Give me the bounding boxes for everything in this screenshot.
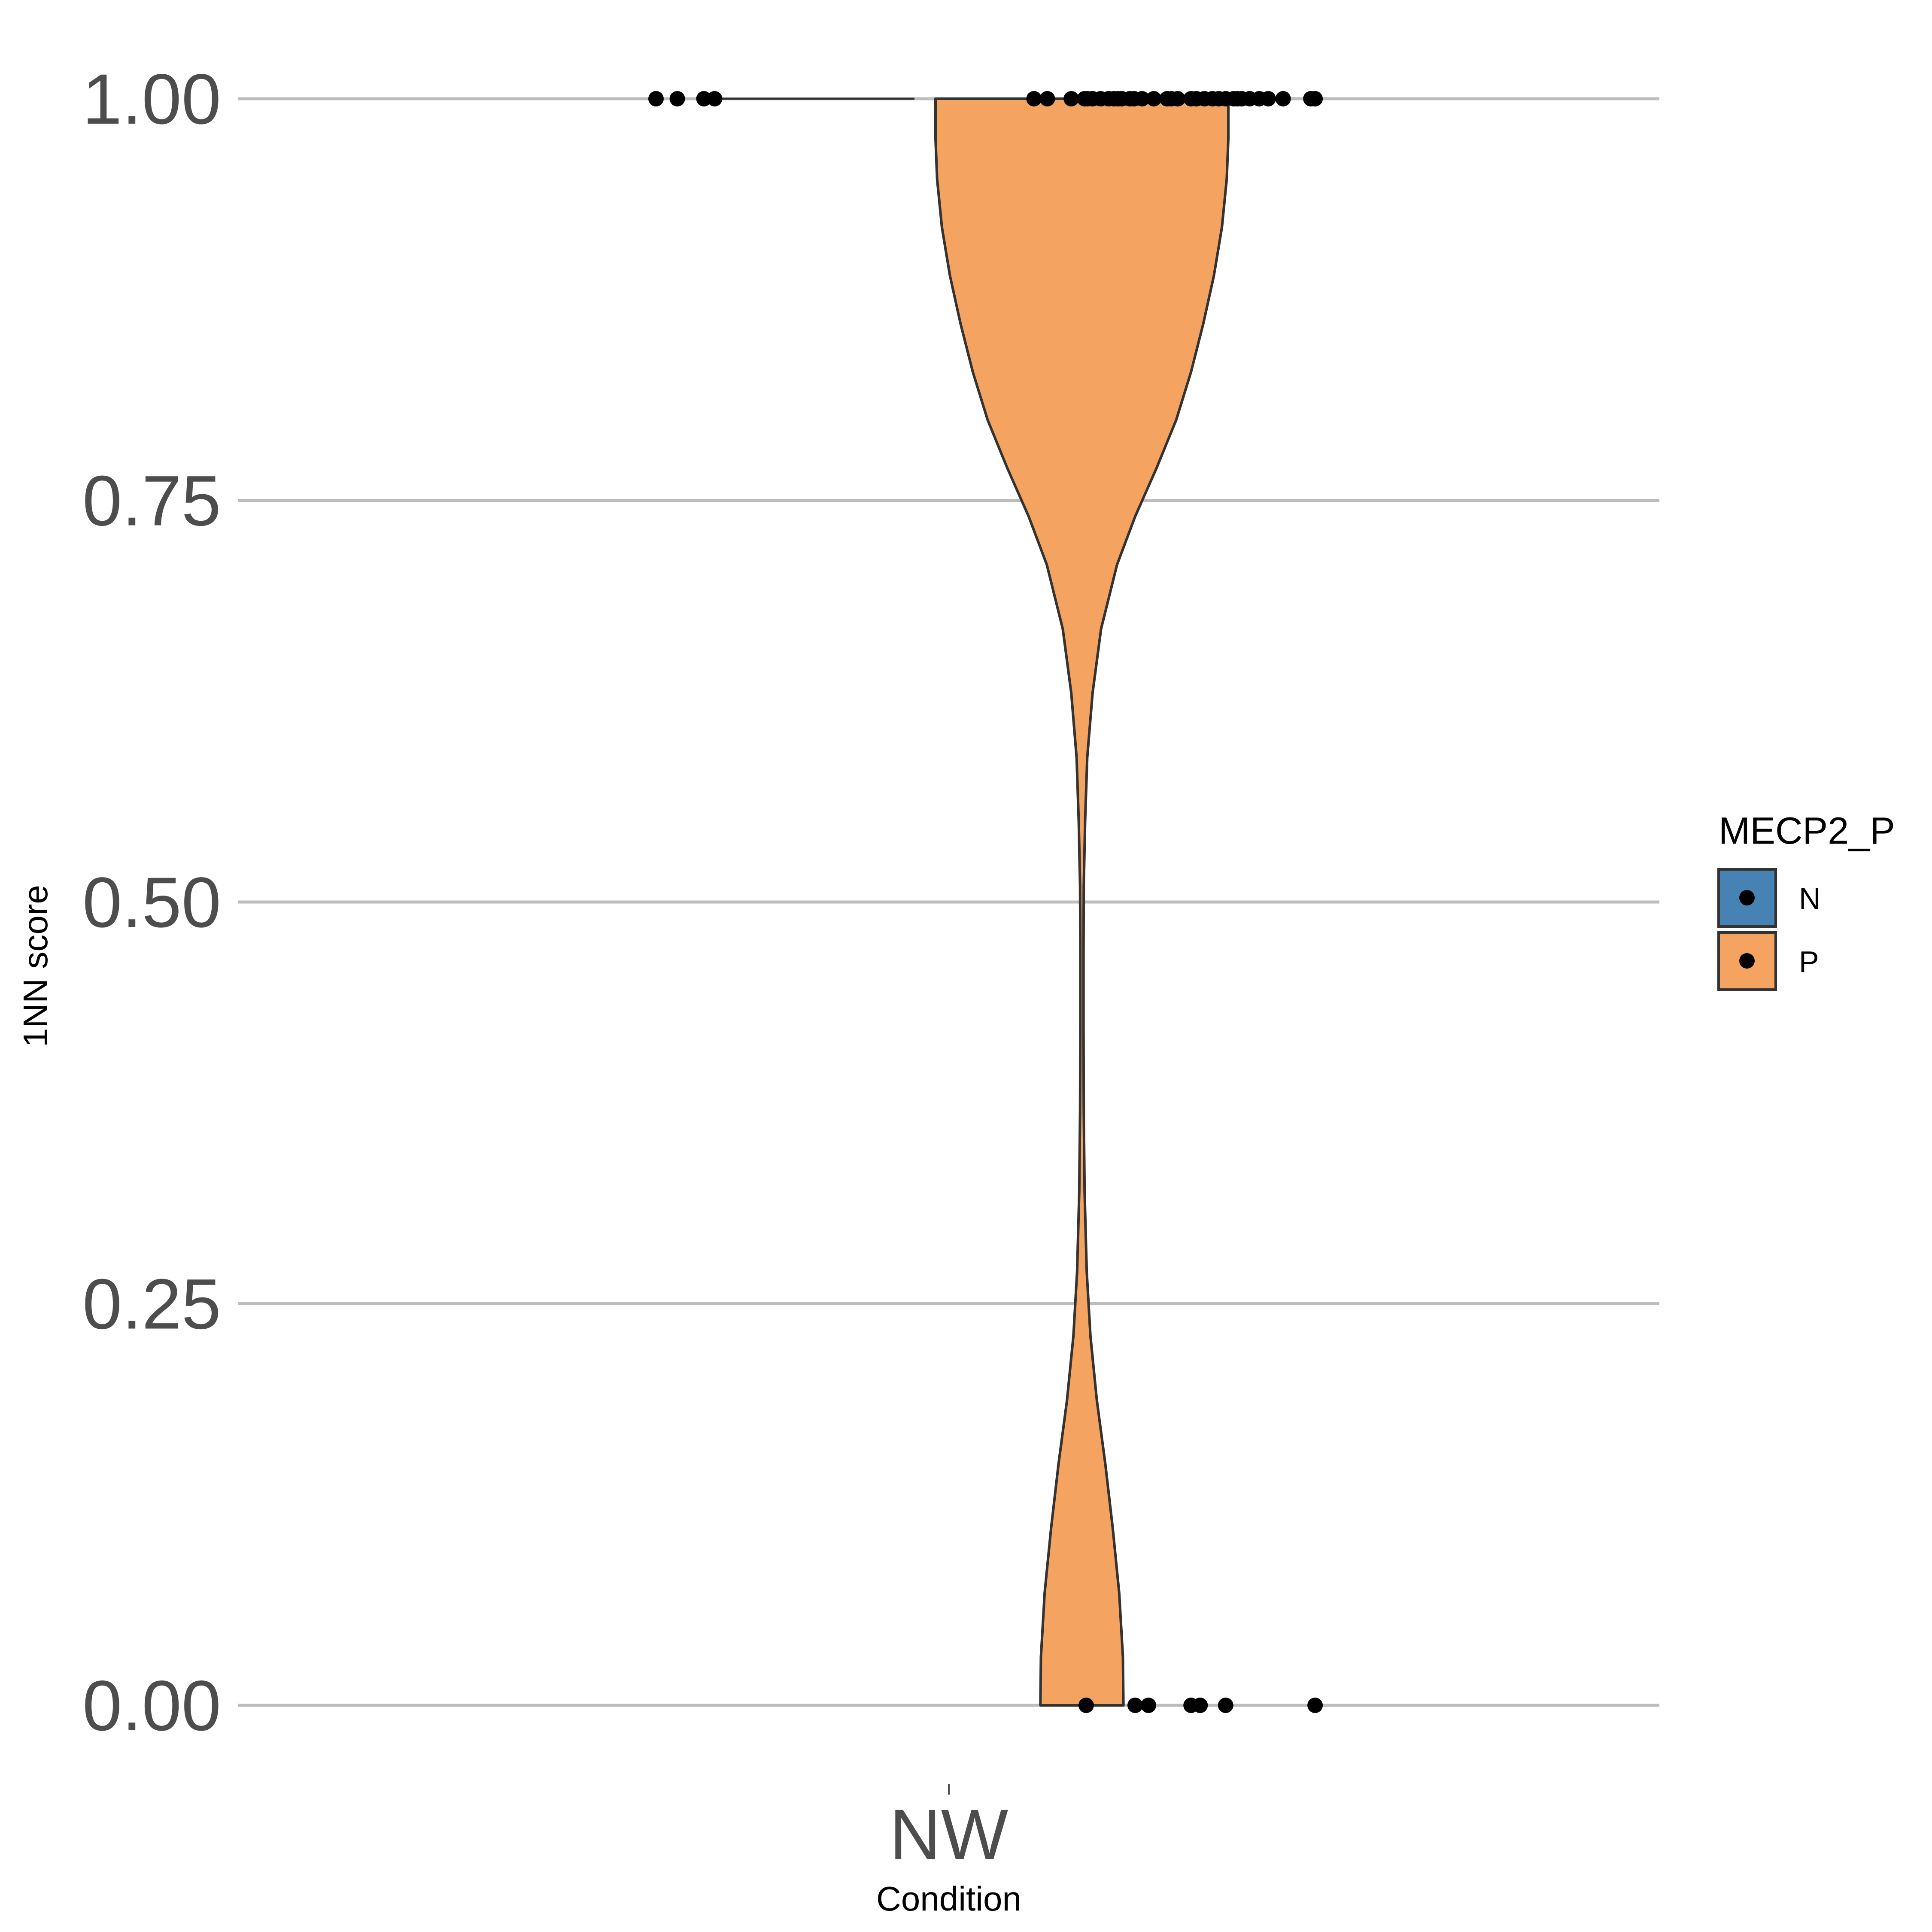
y-tick-label-3: 0.75 xyxy=(82,462,221,541)
violins xyxy=(717,97,1230,1707)
point-p-17 xyxy=(1170,91,1186,106)
y-tick-labels: 0.00 0.25 0.50 0.75 1.00 xyxy=(82,60,221,1746)
point-p-14 xyxy=(1146,91,1162,106)
legend-entry-n: N xyxy=(1717,868,1821,928)
y-tick-label-4: 1.00 xyxy=(82,60,221,139)
y-axis-title: 1NN score xyxy=(16,885,55,1047)
legend-key-dot-n xyxy=(1739,890,1755,905)
point-p-37 xyxy=(1192,1698,1208,1713)
legend-label-n: N xyxy=(1799,882,1821,915)
x-tick-label: NW xyxy=(890,1795,1009,1874)
legend-entry-p: P xyxy=(1717,931,1819,991)
y-tick-label-0: 0.00 xyxy=(82,1666,221,1746)
point-p-33 xyxy=(1078,1698,1094,1713)
point-n-2 xyxy=(696,91,712,106)
legend-label-p: P xyxy=(1799,945,1819,978)
legend-key-dot-p xyxy=(1739,953,1755,969)
point-n-1 xyxy=(669,91,685,106)
point-p-1 xyxy=(1039,91,1055,106)
point-p-29 xyxy=(1261,91,1276,106)
point-p-34 xyxy=(1127,1698,1143,1713)
data-points xyxy=(648,91,1323,1713)
point-p-32 xyxy=(1307,91,1323,106)
point-p-0 xyxy=(1026,91,1042,106)
point-p-30 xyxy=(1275,91,1291,106)
point-p-39 xyxy=(1307,1698,1323,1713)
point-p-38 xyxy=(1218,1698,1233,1713)
point-n-3 xyxy=(707,91,723,106)
violin-p xyxy=(934,97,1230,1707)
x-axis-title: Condition xyxy=(876,1880,1021,1918)
legend-title: MECP2_P xyxy=(1719,809,1895,852)
point-p-2 xyxy=(1063,91,1079,106)
y-tick-label-1: 0.25 xyxy=(82,1265,221,1344)
y-tick-label-2: 0.50 xyxy=(82,863,221,942)
y-gridlines xyxy=(238,97,1659,1707)
point-p-13 xyxy=(1134,91,1150,106)
point-p-35 xyxy=(1141,1698,1156,1713)
point-n-0 xyxy=(648,91,664,106)
legend: MECP2_P N P xyxy=(1717,809,1895,991)
